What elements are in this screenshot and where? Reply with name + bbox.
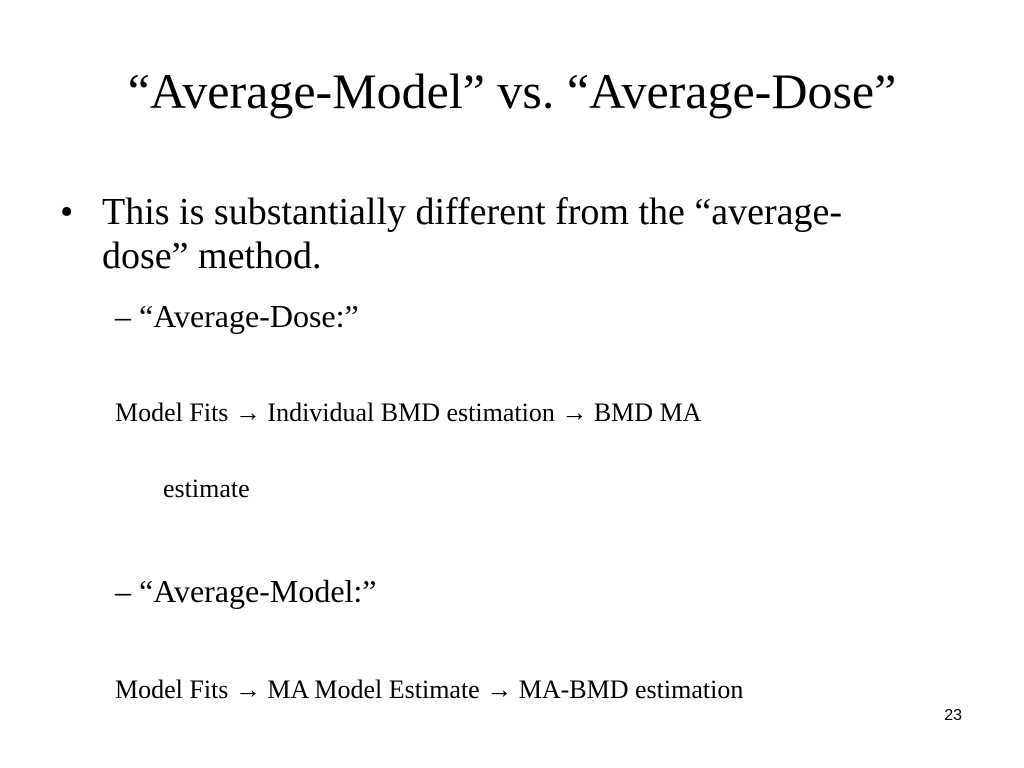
average-dose-flow-line-2: estimate (163, 474, 250, 503)
average-model-label: – “Average-Model:” (115, 573, 377, 609)
slide-number: 23 (944, 707, 962, 724)
average-model-flow: Model Fits → MA Model Estimate → MA-BMD … (115, 675, 744, 704)
average-dose-label: – “Average-Dose:” (115, 298, 359, 334)
slide-title: “Average-Model” vs. “Average-Dose” (127, 63, 897, 119)
average-dose-flow-line-1: Model Fits → Individual BMD estimation →… (115, 398, 702, 427)
bullet-icon: • (60, 191, 74, 233)
bullet-text: This is substantially different from the… (102, 191, 843, 277)
